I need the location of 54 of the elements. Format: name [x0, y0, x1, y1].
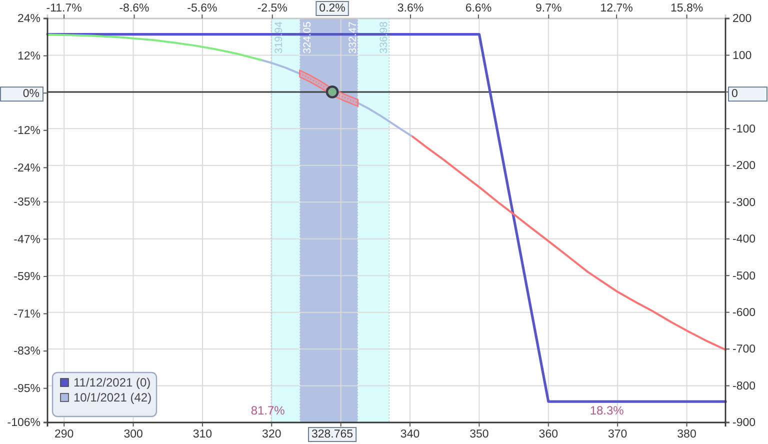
y2-tick-label: 100 [732, 50, 752, 62]
annotation: 328.765 [312, 428, 354, 440]
annotation: 0% [22, 88, 40, 100]
legend-label: 10/1/2021 (42) [74, 390, 152, 404]
x2-tick-label: 15.8% [670, 2, 704, 14]
y-tick-label: -59% [14, 271, 40, 284]
y-tick-label: -71% [14, 308, 40, 320]
line-series [412, 136, 726, 351]
y-tick-label: -83% [14, 346, 40, 358]
annotation: 18.3% [590, 404, 624, 418]
x-tick-label: 300 [124, 428, 143, 441]
x-tick-label: 320 [262, 428, 282, 441]
x2-tick-label: -5.6% [187, 2, 218, 14]
x-tick-label: 350 [470, 428, 489, 441]
y2-tick-label: -900 [732, 417, 756, 430]
x2-tick-label: 9.7% [536, 2, 562, 14]
x-tick-label: 290 [54, 428, 74, 441]
line-series [46, 34, 262, 61]
y2-tick-label: -800 [732, 380, 756, 392]
y2-tick-label: -700 [732, 344, 756, 356]
x2-tick-label: -2.5% [257, 2, 288, 14]
x2-tick-label: -8.6% [119, 2, 150, 14]
y-tick-label: 12% [17, 50, 40, 62]
y-tick-label: -95% [14, 382, 40, 395]
ref-line-label: 336.98 [378, 21, 390, 54]
y2-tick-label: -500 [732, 270, 756, 282]
y2-tick-label: -200 [732, 160, 756, 172]
y2-tick-label: -600 [732, 307, 756, 319]
y2-tick-label: -400 [732, 234, 756, 246]
y2-tick-label: -300 [732, 196, 756, 209]
y-tick-label: -12% [14, 125, 40, 138]
legend-label: 11/12/2021 (0) [74, 376, 151, 390]
y-tick-label: -35% [14, 196, 40, 209]
y-tick-label: 24% [17, 13, 40, 26]
x2-tick-label: 3.6% [397, 2, 424, 14]
annotation: 81.7% [250, 404, 286, 418]
y-tick-label: -106% [7, 417, 40, 430]
ref-line-label: 324.05 [302, 21, 314, 54]
y-tick-label: -47% [14, 234, 40, 246]
x2-tick-label: 12.7% [600, 2, 633, 14]
annotation: 0.2% [319, 2, 346, 14]
x-tick-label: 340 [400, 428, 420, 441]
x-tick-label: 380 [677, 428, 696, 441]
x2-tick-label: 6.6% [465, 2, 492, 14]
ref-line-label: 319.94 [273, 21, 286, 54]
x-tick-label: 360 [538, 428, 558, 441]
y2-tick-label: 200 [732, 13, 752, 26]
annotation: 0 [732, 88, 738, 100]
x2-tick-label: -11.7% [46, 2, 82, 14]
y2-tick-label: -100 [732, 123, 756, 136]
y-tick-label: -24% [14, 162, 40, 174]
ref-line-label: 332.47 [346, 21, 359, 54]
x-tick-label: 310 [192, 428, 212, 441]
x-tick-label: 370 [608, 428, 628, 441]
